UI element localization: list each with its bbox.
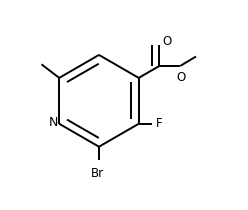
Text: O: O (177, 71, 186, 84)
Text: N: N (49, 116, 58, 129)
Text: Br: Br (91, 167, 104, 180)
Text: O: O (163, 35, 172, 48)
Text: F: F (155, 117, 162, 130)
